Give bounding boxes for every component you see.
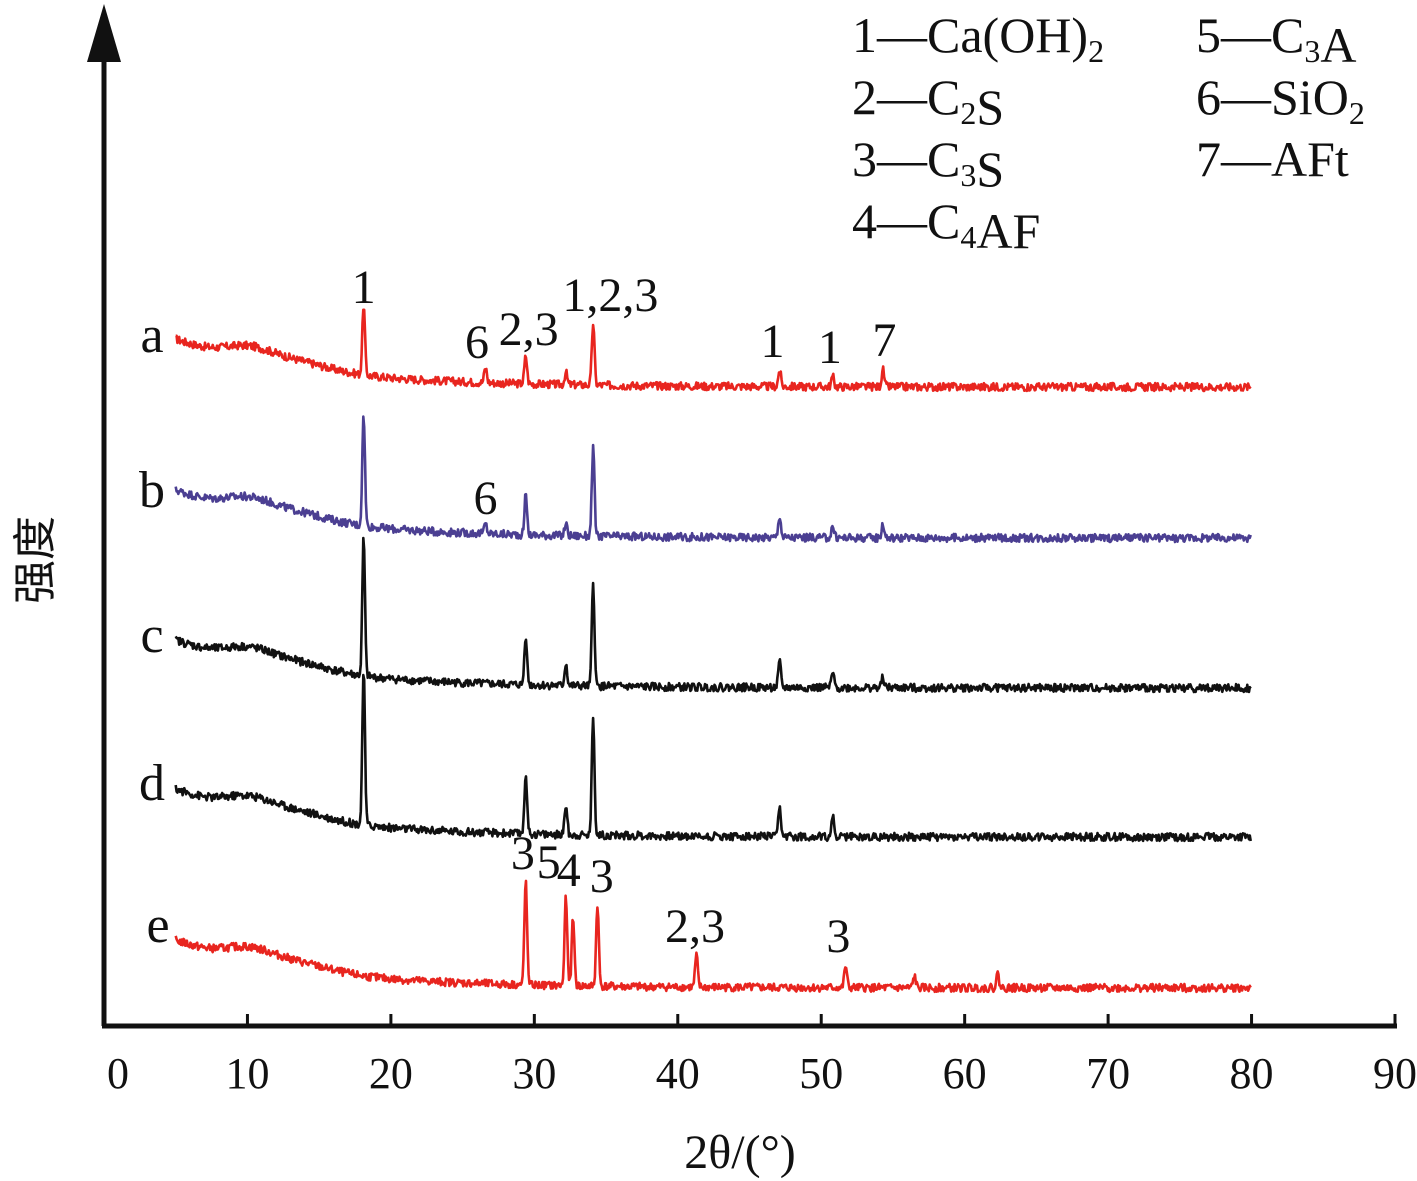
peak-annotations: 16 2,31,2,31 1 763 54 32,3 3 [352,261,897,963]
series-label-b: b [139,462,165,519]
x-tick-label: 0 [107,1049,129,1098]
x-tick-label: 30 [512,1049,556,1098]
peak-label: 7 [872,314,896,367]
series-lines [174,308,1252,994]
x-tick-label: 50 [799,1049,843,1098]
peak-label: 1 [352,261,376,314]
series-line-a [175,308,1252,393]
x-tick-label: 80 [1230,1049,1274,1098]
x-axis-title: 2θ/(°) [684,1126,796,1179]
series-line-b [174,415,1252,544]
legend-entry-1: 1—Ca(OH)2 [852,7,1104,69]
peak-label: 1 [760,315,784,368]
peak-label: 3 [511,827,535,880]
y-axis-title: 强度 [10,516,61,604]
peak-label: 1 [818,321,842,374]
x-tick-label: 70 [1086,1049,1130,1098]
legend-entry-7: 7—AFt [1196,131,1349,187]
x-tick-label: 90 [1373,1049,1417,1098]
peak-label: 6 [465,316,489,369]
legend-entry-4: 4—C4AF [852,193,1040,259]
y-axis-arrow [87,4,121,62]
series-line-c [174,536,1252,694]
series-labels: a b c d e [139,307,170,954]
x-ticks: 0 10 20 30 40 50 60 70 80 90 [102,1014,1417,1098]
series-label-e: e [146,897,169,954]
peak-label: 1,2,3 [562,269,658,322]
peak-label: 5 [537,836,561,889]
series-label-d: d [139,755,165,812]
series-line-e [174,879,1252,994]
peak-label: 6 [474,472,498,525]
series-line-d [174,673,1252,843]
peak-label: 4 [557,844,581,897]
legend-entry-6: 6—SiO2 [1196,69,1365,131]
peak-label: 3 [826,910,850,963]
legend-entry-5: 5—C3A [1196,7,1356,73]
x-tick-label: 40 [656,1049,700,1098]
x-tick-label: 10 [225,1049,269,1098]
peak-label: 3 [590,850,614,903]
peak-label: 2,3 [499,303,559,356]
legend-entry-2: 2—C2S [852,69,1004,135]
peak-label: 2,3 [665,900,725,953]
series-label-a: a [140,307,163,364]
axes [87,4,1397,1029]
legend-entry-3: 3—C3S [852,131,1004,197]
series-label-c: c [140,607,163,664]
x-tick-label: 60 [943,1049,987,1098]
x-tick-label: 20 [369,1049,413,1098]
